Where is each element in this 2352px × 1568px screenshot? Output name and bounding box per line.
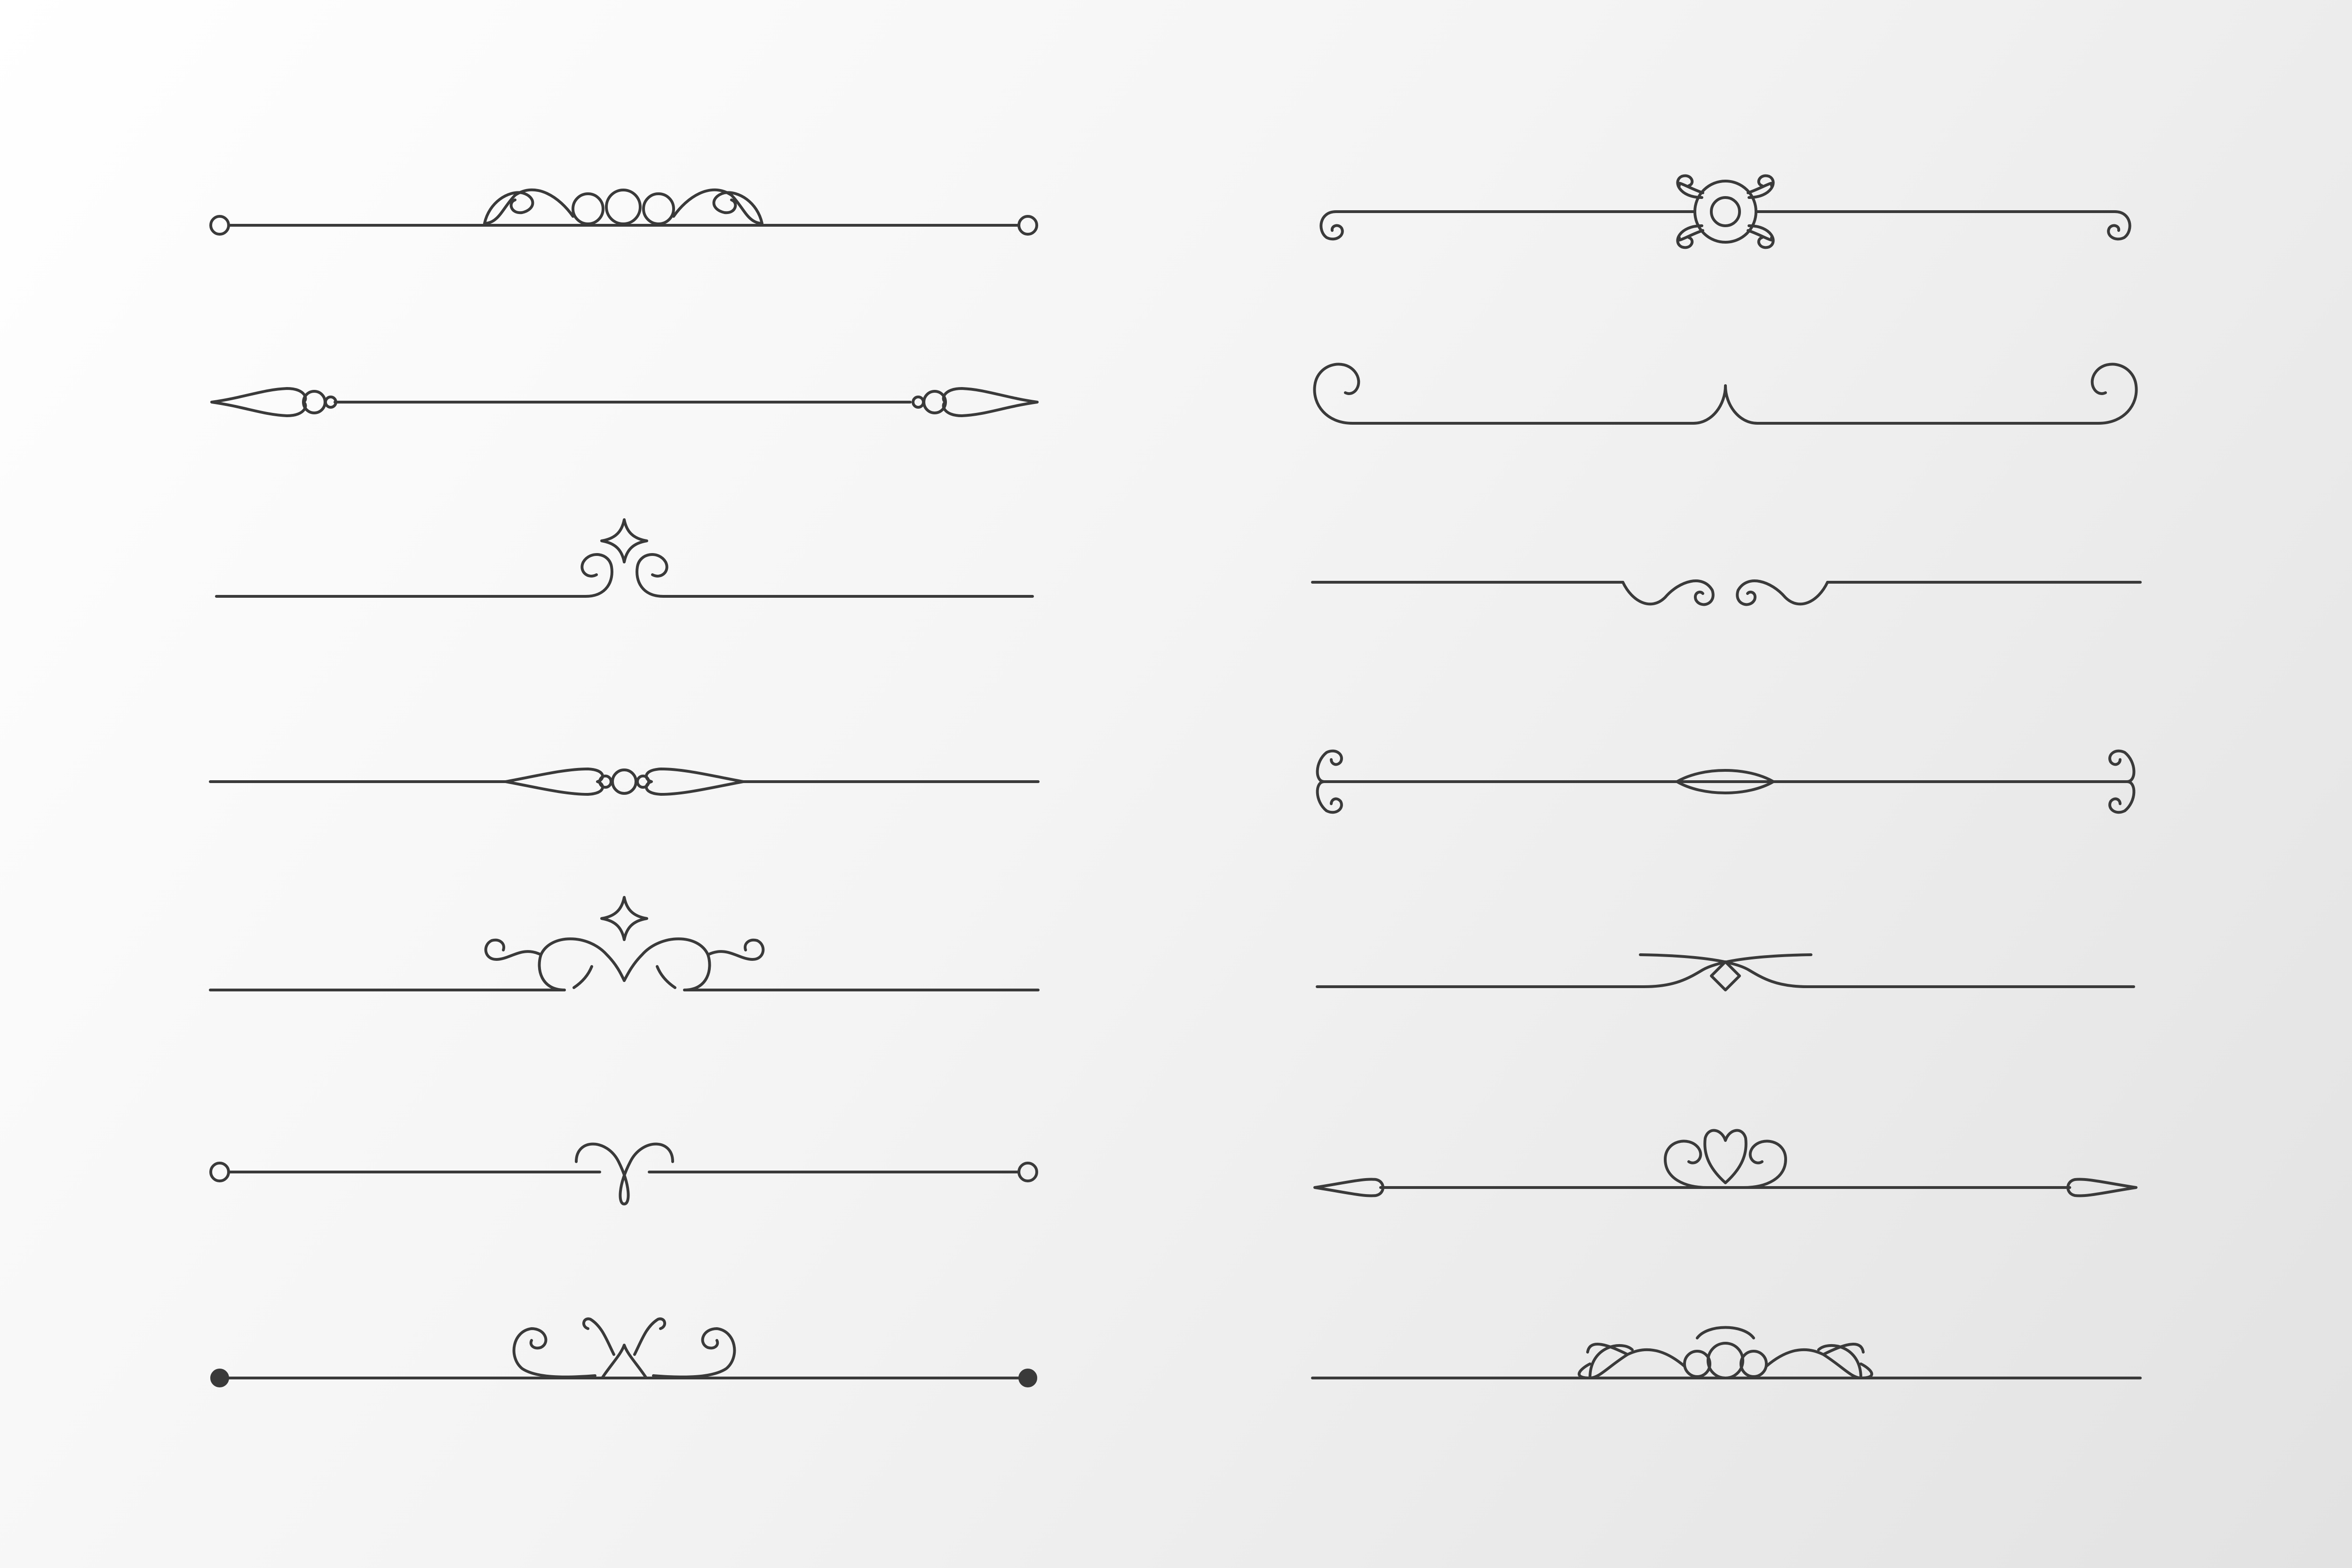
divider-right-4 bbox=[1316, 749, 2136, 814]
divider-right-2 bbox=[1313, 363, 2138, 425]
divider-left-5 bbox=[209, 896, 1040, 991]
divider-right-6 bbox=[1313, 1129, 2137, 1197]
divider-left-2 bbox=[210, 387, 1039, 417]
divider-left-6 bbox=[209, 1142, 1038, 1205]
divider-left-3 bbox=[215, 518, 1034, 598]
divider-right-1 bbox=[1319, 174, 2131, 249]
divider-left-4 bbox=[209, 768, 1040, 796]
divider-right-7 bbox=[1311, 1326, 2142, 1379]
divider-right-5 bbox=[1316, 953, 2135, 991]
divider-left-1 bbox=[209, 188, 1038, 236]
divider-right-3 bbox=[1311, 579, 2142, 606]
divider-left-7 bbox=[210, 1317, 1037, 1387]
